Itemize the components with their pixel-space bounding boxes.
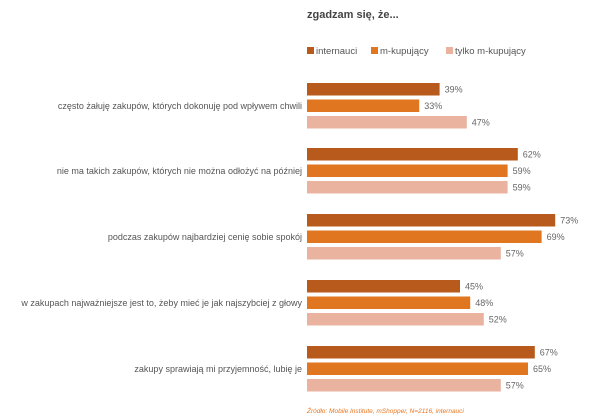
bar-3-3 xyxy=(307,247,501,260)
bar-2-3 xyxy=(307,181,508,194)
legend-label-1: internauci xyxy=(316,46,357,57)
bar-2-1 xyxy=(307,148,518,161)
bar-4-3 xyxy=(307,313,484,326)
bar-2-2 xyxy=(307,164,508,177)
value-label-4-2: 48% xyxy=(475,298,493,308)
legend: internauci m-kupujący tylko m-kupujący xyxy=(307,46,526,57)
bar-1-3 xyxy=(307,116,467,129)
category-label-5: zakupy sprawiają mi przyjemność, lubię j… xyxy=(134,364,302,374)
bar-1-2 xyxy=(307,99,420,112)
value-label-3-1: 73% xyxy=(560,215,578,225)
bar-3-2 xyxy=(307,230,542,243)
legend-swatch-1 xyxy=(307,47,314,54)
bar-5-3 xyxy=(307,379,501,392)
category-label-2: nie ma takich zakupów, których nie można… xyxy=(57,166,302,176)
value-label-1-2: 33% xyxy=(424,101,442,111)
category-label-1: często żałuję zakupów, których dokonuję … xyxy=(58,101,302,111)
bar-3-1 xyxy=(307,214,556,227)
value-label-1-3: 47% xyxy=(472,117,490,127)
legend-label-2: m-kupujący xyxy=(380,46,429,57)
bars: często żałuję zakupów, których dokonuję … xyxy=(20,83,578,392)
value-label-2-3: 59% xyxy=(513,182,531,192)
bar-1-1 xyxy=(307,83,440,96)
value-label-2-1: 62% xyxy=(523,149,541,159)
source-note: Źródło: Mobile Institute, mShopper, N=21… xyxy=(306,406,464,415)
value-label-3-3: 57% xyxy=(506,248,524,258)
legend-label-3: tylko m-kupujący xyxy=(455,46,526,57)
value-label-2-2: 59% xyxy=(513,166,531,176)
bar-4-1 xyxy=(307,280,460,293)
category-label-4: w zakupach najważniejsze jest to, żeby m… xyxy=(20,298,302,308)
value-label-4-1: 45% xyxy=(465,281,483,291)
value-label-4-3: 52% xyxy=(489,314,507,324)
legend-swatch-2 xyxy=(371,47,378,54)
bar-5-2 xyxy=(307,362,528,375)
value-label-5-3: 57% xyxy=(506,380,524,390)
legend-swatch-3 xyxy=(446,47,453,54)
category-label-3: podczas zakupów najbardziej cenię sobie … xyxy=(108,232,302,242)
value-label-5-2: 65% xyxy=(533,364,551,374)
value-label-5-1: 67% xyxy=(540,347,558,357)
bar-5-1 xyxy=(307,346,535,359)
value-label-1-1: 39% xyxy=(445,84,463,94)
value-label-3-2: 69% xyxy=(547,232,565,242)
chart-title: zgadzam się, że... xyxy=(307,9,399,21)
bar-4-2 xyxy=(307,296,471,309)
